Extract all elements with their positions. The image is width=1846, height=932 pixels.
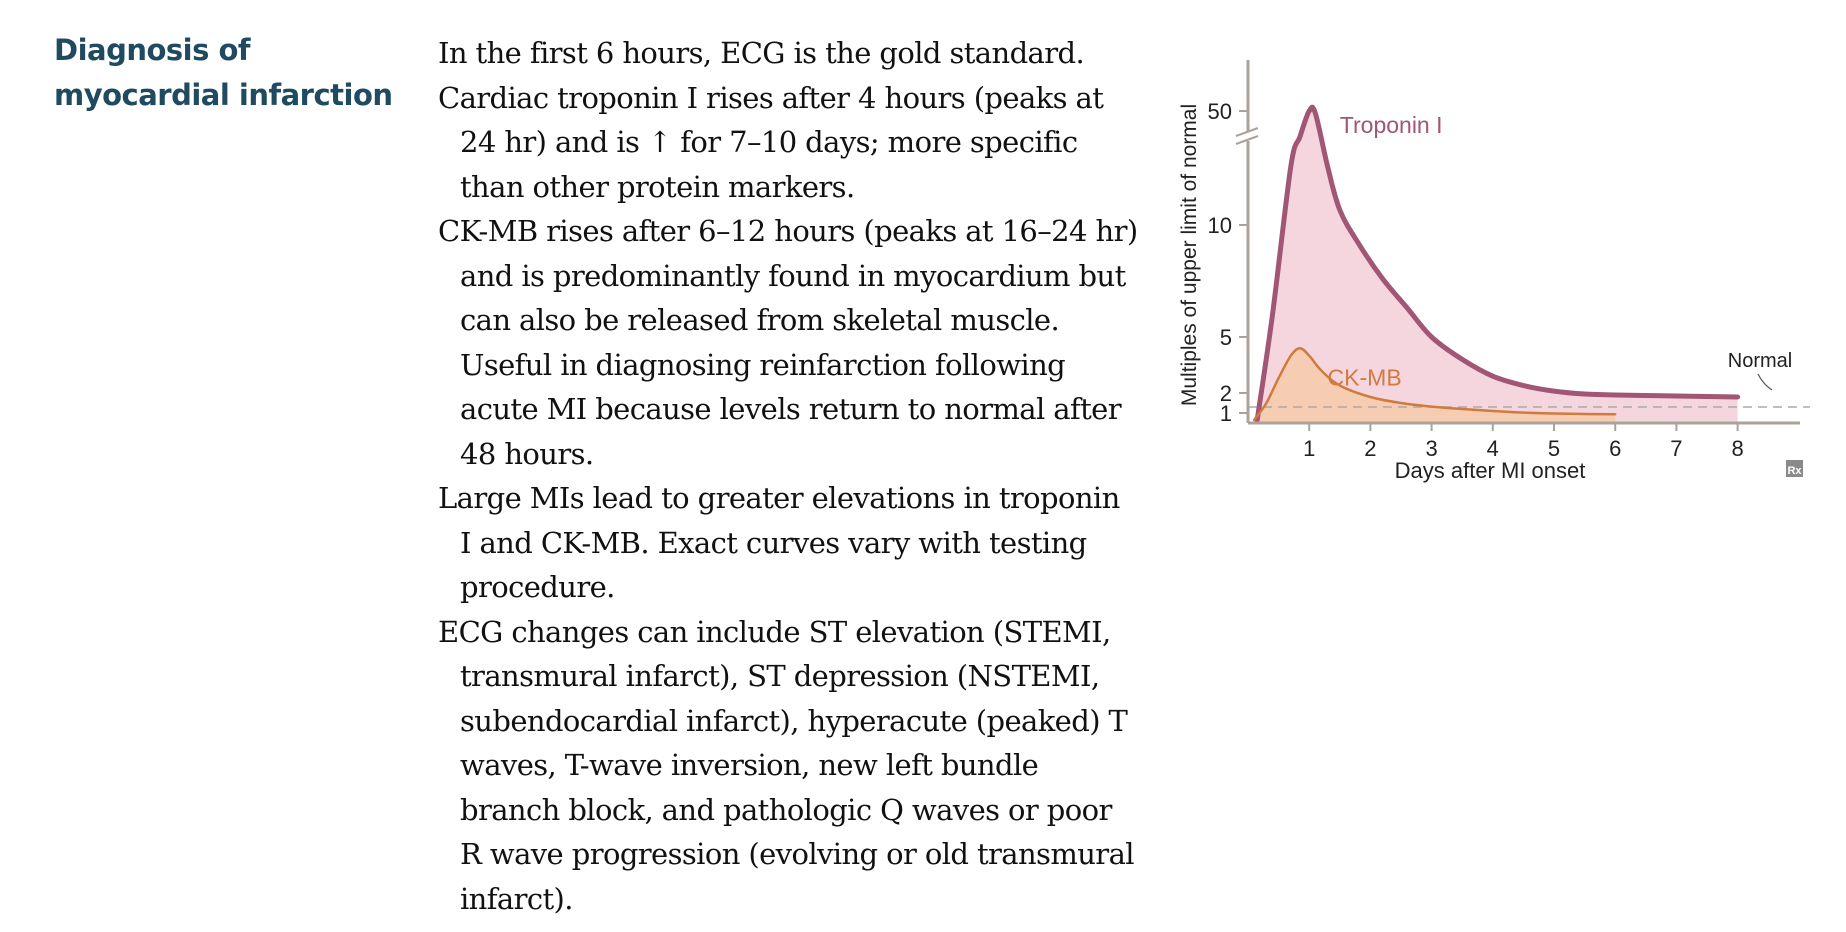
x-tick-label: 7: [1670, 436, 1682, 461]
x-tick-label: 2: [1364, 436, 1376, 461]
rx-badge: Rx: [1786, 460, 1803, 477]
x-tick-label: 1: [1303, 436, 1315, 461]
series-labels: Troponin I CK-MB: [1328, 112, 1443, 391]
x-axis-label: Days after MI onset: [1395, 458, 1586, 483]
y-tick-label: 1: [1220, 401, 1232, 426]
troponin-i-line: [1254, 104, 1741, 423]
series-lines: [1252, 104, 1741, 423]
axis-break-icon: [1235, 127, 1259, 145]
y-tick-label: 50: [1208, 99, 1232, 124]
heading-line-2: myocardial infarction: [54, 78, 393, 112]
normal-pointer: [1757, 373, 1773, 391]
rx-badge-text: Rx: [1787, 465, 1802, 477]
troponin-i-area: [1257, 107, 1738, 424]
y-tick-label: 2: [1220, 381, 1232, 406]
ck-mb-label: CK-MB: [1328, 365, 1402, 391]
paragraph-large-mi: Large MIs lead to greater elevations in …: [438, 481, 1120, 604]
paragraph-ck-mb: CK-MB rises after 6–12 hours (peaks at 1…: [438, 214, 1138, 471]
x-tick-label: 8: [1731, 436, 1743, 461]
section-heading: Diagnosis of myocardial infarction: [54, 28, 414, 118]
y-tick-label: 5: [1220, 325, 1232, 350]
normal-label: Normal: [1728, 350, 1792, 372]
x-tick-label: 6: [1609, 436, 1621, 461]
ck-mb-area: [1254, 348, 1616, 423]
paragraph-troponin: Cardiac troponin I rises after 4 hours (…: [438, 80, 1104, 204]
y-axis-label: Multiples of upper limit of normal: [1178, 104, 1201, 406]
chart-axes: [1235, 60, 1800, 425]
body-text: In the first 6 hours, ECG is the gold st…: [438, 31, 1138, 921]
troponin-i-label: Troponin I: [1340, 112, 1443, 138]
paragraph-ecg-changes: ECG changes can include ST elevation (ST…: [438, 614, 1135, 916]
axis-break-gap: [1240, 131, 1256, 141]
x-tick-label: 5: [1548, 436, 1560, 461]
area-fills: [1254, 107, 1738, 424]
x-tick-label: 4: [1487, 436, 1499, 461]
heading-line-1: Diagnosis of: [54, 33, 251, 67]
paragraph-ecg-gold-standard: In the first 6 hours, ECG is the gold st…: [438, 36, 1085, 70]
y-tick-label: 10: [1208, 213, 1232, 238]
ck-mb-line: [1252, 346, 1617, 422]
normal-reference-line: [1248, 373, 1810, 408]
x-tick-label: 3: [1425, 436, 1437, 461]
